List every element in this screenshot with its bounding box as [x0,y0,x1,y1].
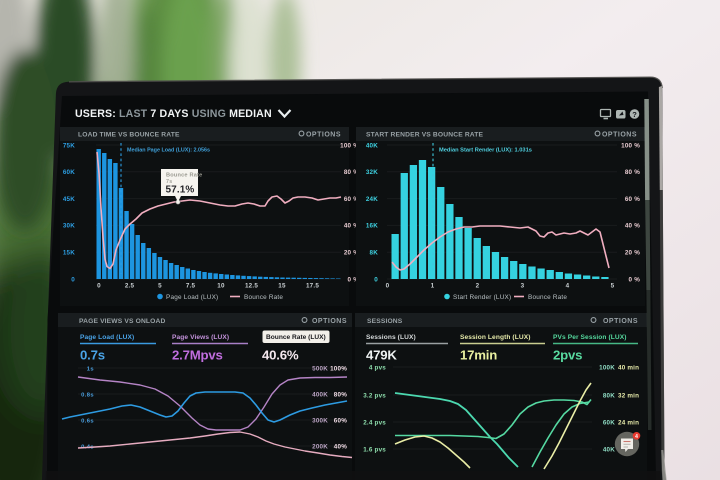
svg-text:PAGE VIEWS VS ONLOAD: PAGE VIEWS VS ONLOAD [79,318,165,325]
svg-text:40K: 40K [603,446,615,453]
svg-text:OPTIONS: OPTIONS [602,132,637,139]
svg-text:32K: 32K [366,169,378,176]
svg-text:Start Render (LUX): Start Render (LUX) [453,294,511,301]
svg-text:Page Views (LUX): Page Views (LUX) [172,334,229,341]
svg-text:45K: 45K [63,196,75,203]
svg-text:Sessions (LUX): Sessions (LUX) [366,334,416,341]
svg-text:300K: 300K [312,417,328,424]
svg-text:10: 10 [217,283,225,290]
svg-text:60%: 60% [334,417,347,424]
svg-text:75K: 75K [63,142,75,149]
svg-text:500K: 500K [312,365,328,372]
svg-text:Bounce Rate (LUX): Bounce Rate (LUX) [266,334,326,341]
svg-text:0 %: 0 % [348,276,360,283]
svg-text:24 min: 24 min [618,419,639,426]
svg-text:7s: 7s [166,179,172,185]
svg-text:15: 15 [278,283,286,290]
svg-text:40 %: 40 % [625,223,640,230]
svg-text:5: 5 [611,283,615,290]
svg-text:100K: 100K [599,364,615,371]
svg-text:60 %: 60 % [344,196,359,203]
svg-text:40%: 40% [334,443,347,450]
svg-text:OPTIONS: OPTIONS [312,318,347,325]
svg-text:0: 0 [97,283,101,290]
svg-text:4: 4 [566,283,570,290]
svg-text:START RENDER VS BOUNCE RATE: START RENDER VS BOUNCE RATE [366,132,484,139]
svg-text:1: 1 [431,283,435,290]
svg-text:60K: 60K [603,419,615,426]
svg-text:80 %: 80 % [625,169,640,176]
svg-text:57.1%: 57.1% [166,185,195,196]
svg-text:Page Load (LUX): Page Load (LUX) [80,334,134,341]
svg-text:40K: 40K [366,142,378,149]
svg-text:17min: 17min [460,348,497,363]
svg-text:40 %: 40 % [344,223,359,230]
svg-text:2: 2 [476,283,480,290]
svg-text:17.5: 17.5 [306,283,319,290]
svg-text:400K: 400K [312,391,328,398]
svg-text:2.5: 2.5 [125,283,135,290]
svg-text:32 min: 32 min [618,392,639,399]
svg-text:479K: 479K [366,348,397,363]
svg-text:0: 0 [71,276,75,283]
svg-text:?: ? [632,110,637,119]
svg-text:2.7Mpvs: 2.7Mpvs [172,348,223,363]
svg-text:40 min: 40 min [618,364,639,371]
svg-text:Bounce Rate: Bounce Rate [528,294,567,301]
svg-text:Median Start Render (LUX): 1.0: Median Start Render (LUX): 1.031s [439,148,532,154]
svg-text:16K: 16K [366,223,378,230]
svg-text:4: 4 [635,434,638,440]
svg-text:LOAD TIME VS BOUNCE RATE: LOAD TIME VS BOUNCE RATE [78,132,180,139]
svg-text:60 %: 60 % [625,196,640,203]
svg-text:4 pvs: 4 pvs [369,364,386,371]
svg-text:24K: 24K [366,196,378,203]
svg-text:Session Length (LUX): Session Length (LUX) [460,334,531,341]
svg-text:60K: 60K [63,169,75,176]
svg-text:0.7s: 0.7s [80,348,105,363]
svg-text:100%: 100% [330,365,347,372]
svg-text:0.6s: 0.6s [81,419,94,425]
svg-text:7.5: 7.5 [186,283,196,290]
svg-text:200K: 200K [312,443,328,450]
svg-text:20 %: 20 % [625,250,640,257]
svg-text:80%: 80% [334,391,347,398]
svg-text:100 %: 100 % [621,142,640,149]
svg-text:OPTIONS: OPTIONS [306,132,341,139]
svg-text:1.6 pvs: 1.6 pvs [363,446,386,453]
svg-text:2.4 pvs: 2.4 pvs [363,419,386,426]
svg-text:Page Load (LUX): Page Load (LUX) [166,294,218,301]
svg-text:80K: 80K [603,392,615,399]
svg-text:8K: 8K [370,250,379,257]
svg-text:Bounce Rate: Bounce Rate [244,294,283,301]
svg-text:OPTIONS: OPTIONS [603,318,638,325]
svg-text:SESSIONS: SESSIONS [367,318,403,325]
svg-text:0 %: 0 % [629,276,641,283]
svg-text:12.5: 12.5 [245,283,258,290]
svg-text:3: 3 [521,283,525,290]
svg-text:15K: 15K [63,250,75,257]
svg-text:80 %: 80 % [344,169,359,176]
svg-text:3.2 pvs: 3.2 pvs [363,392,386,399]
svg-text:0: 0 [386,283,390,290]
svg-text:20 %: 20 % [344,250,359,257]
svg-text:0.8s: 0.8s [81,393,94,399]
svg-text:USERS: LAST 7 DAYS USING MEDIA: USERS: LAST 7 DAYS USING MEDIAN [75,108,272,120]
svg-text:5: 5 [158,283,162,290]
svg-text:40.6%: 40.6% [262,348,299,363]
svg-text:2pvs: 2pvs [553,348,582,363]
svg-text:Bounce Rate: Bounce Rate [166,173,202,179]
svg-text:0: 0 [374,276,378,283]
svg-text:Median Page Load (LUX): 2.056s: Median Page Load (LUX): 2.056s [127,148,210,154]
svg-text:30K: 30K [63,223,75,230]
svg-text:100 %: 100 % [340,142,359,149]
svg-text:PVs Per Session (LUX): PVs Per Session (LUX) [553,334,627,341]
svg-text:1s: 1s [87,367,94,373]
